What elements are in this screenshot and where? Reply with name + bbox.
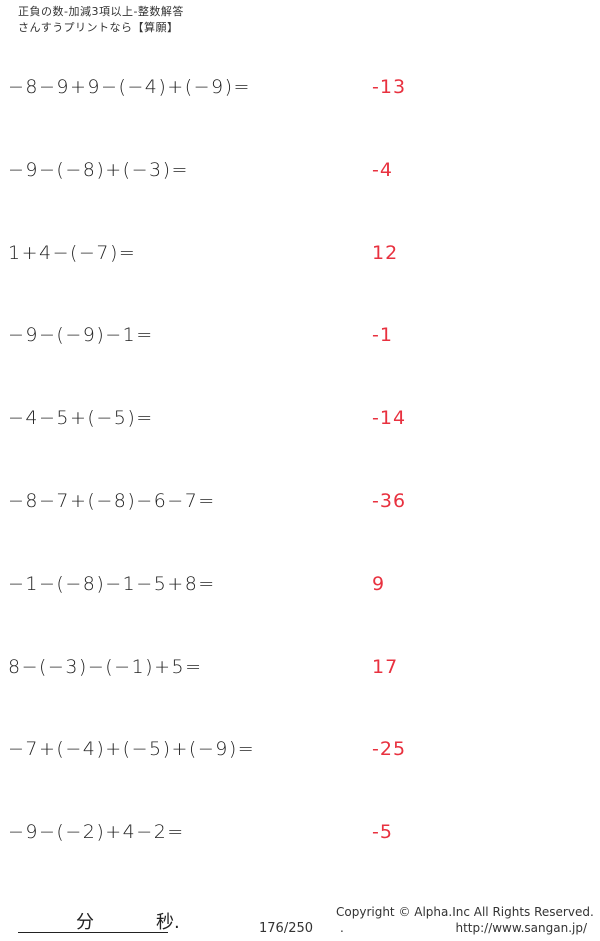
problem-question: −8−7+(−8)−6−7= bbox=[8, 490, 216, 512]
minutes-label: 分 bbox=[76, 912, 94, 933]
site-url[interactable]: http://www.sangan.jp/ bbox=[455, 921, 587, 935]
problem-answer: -5 bbox=[372, 821, 393, 844]
problem-answer: 12 bbox=[372, 241, 399, 264]
problem-question: 1+4−(−7)= bbox=[8, 241, 137, 264]
problem-answer: 9 bbox=[372, 572, 386, 595]
problem-question: −7+(−4)+(−5)+(−9)= bbox=[8, 738, 256, 761]
problem-answer: 17 bbox=[372, 655, 399, 678]
copyright: Copyright © Alpha.Inc All Rights Reserve… bbox=[336, 905, 594, 919]
problem-answer: -4 bbox=[372, 158, 393, 181]
worksheet-subtitle: さんすうプリントなら【算願】 bbox=[18, 21, 179, 34]
problem-question: −9−(−9)−1= bbox=[8, 324, 154, 347]
problem-answer: -13 bbox=[372, 76, 407, 98]
page-number: 176/250 bbox=[259, 921, 314, 936]
problem-answer: -25 bbox=[372, 738, 407, 761]
worksheet-title: 正負の数-加減3項以上-整数解答 bbox=[18, 5, 184, 18]
problem-question: 8−(−3)−(−1)+5= bbox=[8, 655, 203, 678]
problem-answer: -36 bbox=[372, 490, 407, 512]
problem-question: −9−(−8)+(−3)= bbox=[8, 158, 189, 181]
problem-answer: -14 bbox=[372, 407, 407, 430]
footer-dot: . bbox=[340, 921, 344, 935]
time-field: 分 秒. bbox=[18, 912, 180, 933]
problem-answer: -1 bbox=[372, 324, 393, 347]
problem-question: −8−9+9−(−4)+(−9)= bbox=[8, 76, 251, 98]
problem-question: −9−(−2)+4−2= bbox=[8, 821, 185, 844]
problem-question: −4−5+(−5)= bbox=[8, 407, 154, 430]
problem-question: −1−(−8)−1−5+8= bbox=[8, 572, 216, 595]
seconds-label: 秒. bbox=[156, 912, 180, 933]
